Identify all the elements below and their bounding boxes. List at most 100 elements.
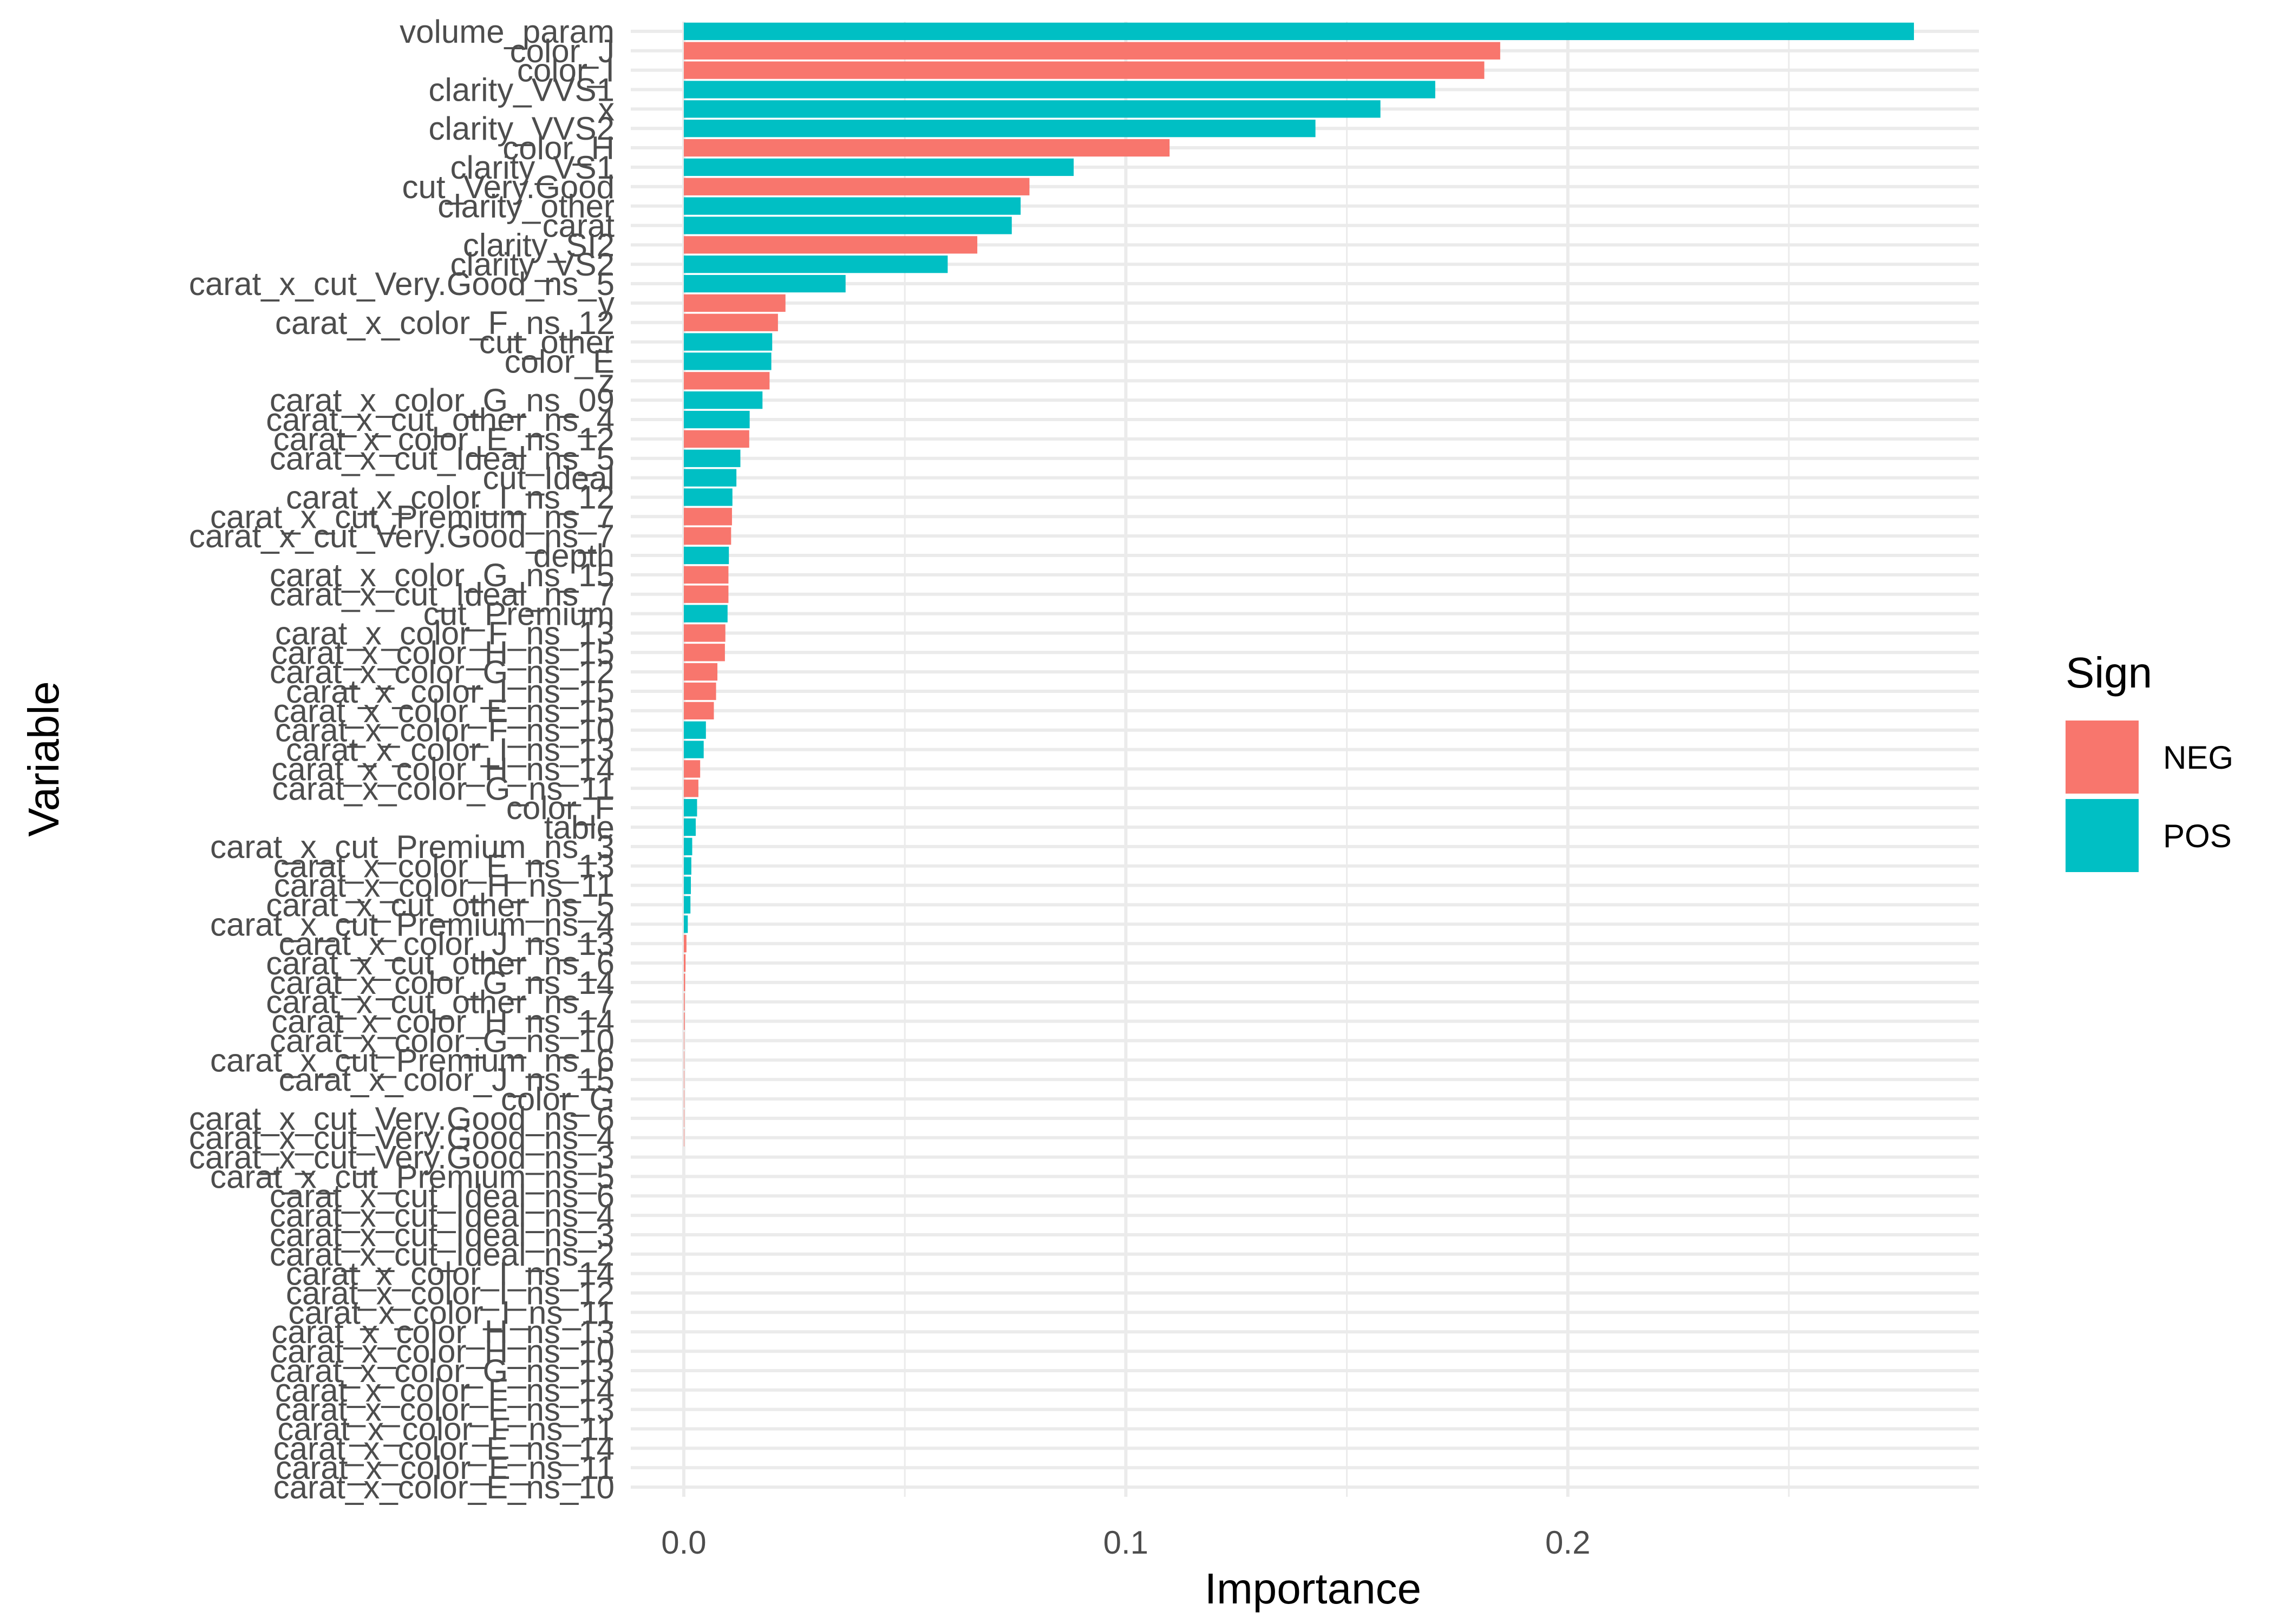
y-tick-label: carat_x_cut_Premium_ns_5 [210,1158,615,1195]
bar-carat [683,217,1012,234]
bar-clarity_SI2 [683,236,978,254]
y-tick-label: carat_x_color_F_ns_13 [275,1392,615,1428]
legend-label-pos: POS [2163,818,2232,854]
bar-carat_x_cut_Premium_ns_7 [683,508,732,526]
bar-carat_x_cut_Ideal_ns_7 [683,585,729,603]
y-tick-label: cut_Ideal [482,460,615,496]
bar-carat_x_cut_other_ns_6 [683,954,686,972]
y-tick-label: carat_x_cut_Very.Good_ns_5 [189,266,615,302]
y-tick-label: carat_x_color_I_ns_13 [286,732,615,768]
y-tick-labels: volume_paramcolor_Jcolor_Iclarity_VVS1xc… [189,14,615,1505]
y-tick-label: carat_x_cut_Premium_ns_7 [210,499,615,535]
bar-y [683,294,786,312]
bar-depth [683,546,729,565]
legend-label-neg: NEG [2163,739,2233,776]
y-tick-label: carat_x_color_F_ns_11 [277,1411,615,1448]
y-tick-label: clarity_VVS2 [429,110,615,147]
y-tick-label: carat_x_color_H_ns_11 [274,868,615,904]
legend-title: Sign [2066,649,2152,697]
y-tick-label: color_I [517,53,615,89]
y-tick-label: clarity_SI2 [463,227,615,263]
legend: Sign NEG POS [2066,649,2233,872]
x-axis-title: Importance [1205,1564,1421,1613]
y-tick-label: depth [533,538,615,574]
y-tick-label: carat_x_color_G_ns_11 [272,770,615,807]
y-tick-label: carat_x_color_G_ns_14 [270,965,615,1001]
bar-cut_Very.Good [683,178,1030,195]
y-tick-label: carat_x_color_I_ns_12 [286,479,615,515]
bar-carat_x_color_H_ns_14 [683,1012,685,1030]
legend-swatch-neg [2066,721,2139,794]
bar-carat_x_color_G_ns_12 [683,663,718,681]
bar-carat_x_color_I_ns_15 [683,682,716,700]
y-tick-label: carat_x_color_F_ns_10 [275,712,615,749]
y-tick-label: carat_x_color_J_ns_13 [279,926,615,962]
bar-volume_param [683,22,1914,41]
y-tick-label: carat_x_cut_other_ns_5 [266,887,615,923]
y-tick-label: carat_x_color_G_ns_10 [270,1023,615,1059]
y-tick-label: carat_x_color_I_ns_15 [286,673,615,710]
bar-carat_x_cut_other_ns_5 [683,896,691,914]
bar-color_J [683,42,1500,60]
bar-carat_x_color_I_ns_13 [683,741,704,758]
y-tick-label: carat_x_color_E_ns_10 [273,1469,615,1505]
y-tick-label: carat_x_cut_Premium_ns_3 [210,829,615,865]
y-tick-label: cut_Very.Good [402,169,615,205]
bar-carat_x_cut_Premium_ns_4 [683,915,688,933]
bar-clarity_VS1 [683,158,1074,176]
bar-clarity_other [683,197,1021,215]
bar-z [683,372,770,390]
bar-carat_x_color_G_ns_11 [683,780,698,797]
y-tick-label: carat_x_color_H_ns_14 [271,1004,615,1040]
y-tick-label: carat_x_color_J_ns_15 [279,1062,615,1098]
bar-carat_x_color_I_ns_12 [683,488,733,506]
y-tick-label: carat_x_cut_Ideal_ns_3 [270,1217,615,1253]
bar-carat_x_color_F_ns_12 [683,313,778,331]
bar-carat_x_color_H_ns_14 [683,760,701,778]
y-tick-label: carat_x_color_I_ns_12 [286,1275,615,1312]
y-tick-label: carat_x_cut_Very.Good_ns_4 [189,1120,615,1156]
y-tick-label: clarity_VS1 [450,149,615,186]
bar-carat_x_cut_Premium_ns_3 [683,837,692,855]
y-tick-label: carat_x_cut_Ideal_ns_2 [270,1236,615,1273]
y-tick-label: cut_other [479,324,615,361]
y-tick-label: carat_x_color_F_ns_14 [275,1372,615,1409]
bar-clarity_VVS2 [683,120,1316,137]
bar-cut_other [683,333,773,351]
y-tick-label: clarity_VS2 [450,246,615,283]
y-tick-label: color_H [502,130,615,166]
y-tick-label: carat_x_color_H_ns_10 [271,1333,615,1370]
y-tick-label: volume_param [400,14,615,50]
y-tick-label: carat_x_cut_Very.Good_ns_6 [189,1101,615,1137]
bar-carat_x_cut_Very.Good_ns_7 [683,527,731,545]
y-tick-label: carat_x_cut_Very.Good_ns_7 [189,518,615,554]
y-tick-label: carat_x_color_F_ns_12 [275,305,615,341]
bar-x [683,100,1381,118]
y-tick-label: carat_x_cut_Premium_ns_6 [210,1042,615,1078]
bar-clarity_VS2 [683,256,948,273]
y-tick-label: carat_x_cut_Ideal_ns_7 [270,577,615,613]
y-tick-label: carat_x_color_E_ns_14 [273,1430,615,1466]
bar-carat_x_color_F_ns_10 [683,721,706,739]
y-tick-label: carat_x_cut_Very.Good_ns_3 [189,1140,615,1176]
bar-carat_x_color_E_ns_15 [683,702,714,719]
y-axis-title: Variable [19,681,68,837]
x-tick-labels: 0.0 0.1 0.2 [661,1524,1590,1561]
y-tick-label: carat_x_color_G_ns_09 [270,382,615,418]
y-tick-label: color_G [501,1081,615,1117]
bars [683,22,1914,1147]
y-tick-label: color_J [510,33,615,69]
legend-swatch-pos [2066,799,2139,872]
bar-table [683,818,696,836]
y-tick-label: clarity_VVS1 [429,71,615,108]
y-tick-label: color_F [506,790,615,826]
bar-carat_x_cut_other_ns_7 [683,993,685,1011]
bar-carat_x_color_H_ns_15 [683,644,725,662]
bar-clarity_VVS1 [683,81,1435,99]
bar-color_F [683,799,697,817]
bar-carat_x_cut_other_ns_4 [683,410,750,429]
y-tick-label: cut_Premium [423,596,615,632]
y-tick-label: carat_x_color_E_ns_13 [273,848,615,885]
y-tick-label: table [544,809,615,846]
